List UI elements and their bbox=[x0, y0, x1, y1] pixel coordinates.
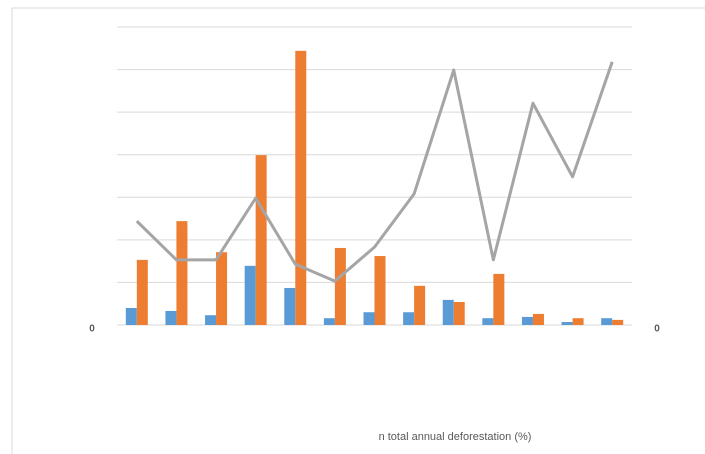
x-axis-title: n total annual deforestation (%) bbox=[379, 431, 532, 443]
bar bbox=[601, 318, 613, 325]
bar bbox=[572, 318, 584, 325]
bar bbox=[374, 256, 386, 325]
bar bbox=[532, 313, 544, 325]
bar bbox=[403, 312, 415, 325]
bar bbox=[482, 318, 494, 325]
bar bbox=[612, 319, 624, 325]
bar bbox=[323, 318, 335, 325]
bar bbox=[255, 155, 267, 325]
bar bbox=[165, 310, 177, 325]
y2-tick-label: 0 bbox=[654, 324, 660, 335]
bar bbox=[205, 315, 217, 325]
bar bbox=[521, 316, 533, 325]
bar bbox=[295, 50, 307, 326]
bar bbox=[493, 273, 505, 325]
y-tick-label: 0 bbox=[89, 324, 95, 335]
bar bbox=[453, 302, 465, 325]
bar bbox=[284, 287, 296, 325]
bar bbox=[244, 265, 256, 325]
bar bbox=[414, 285, 426, 325]
bar bbox=[136, 259, 148, 325]
bar bbox=[125, 307, 137, 325]
bar bbox=[334, 247, 346, 325]
bar bbox=[176, 221, 188, 325]
line bbox=[135, 61, 614, 283]
bar bbox=[442, 299, 454, 325]
bar bbox=[561, 322, 573, 325]
bar bbox=[363, 312, 375, 325]
bar bbox=[216, 252, 228, 325]
